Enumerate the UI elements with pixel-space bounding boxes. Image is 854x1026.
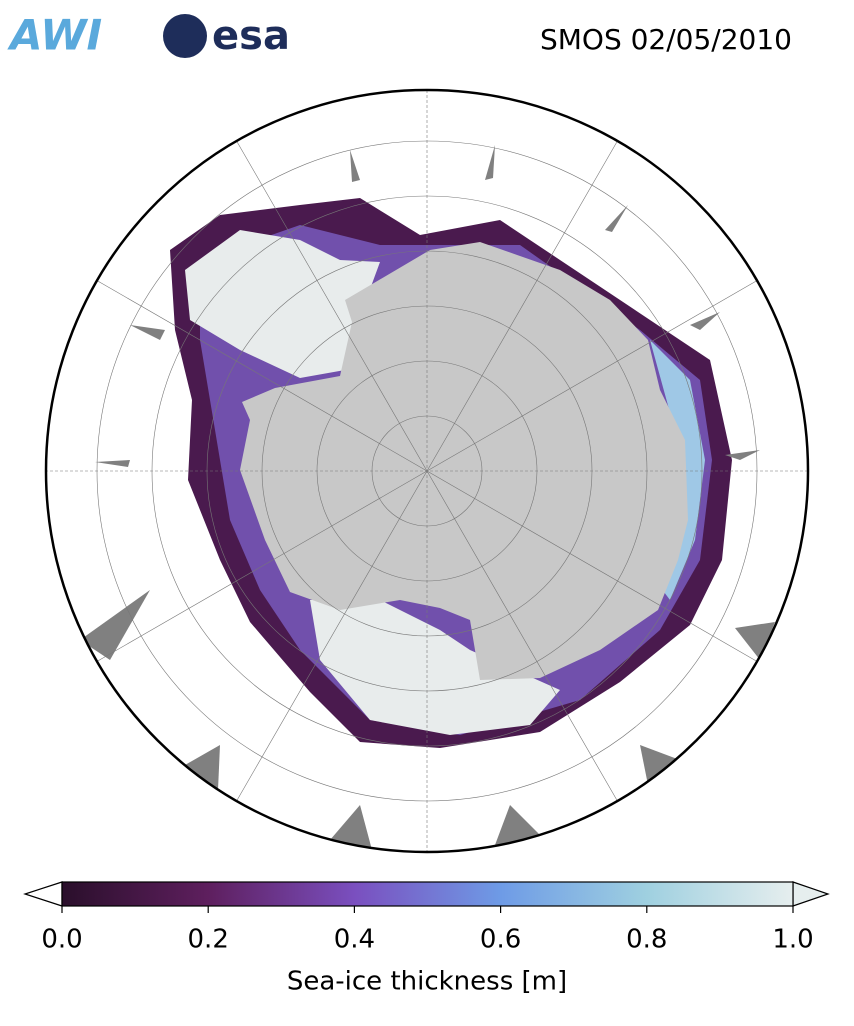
ross-ice	[310, 600, 560, 735]
colorbar-over	[792, 881, 830, 907]
map	[46, 90, 808, 852]
antarctica	[240, 242, 688, 680]
colorbar-tick-label: 0.8	[626, 925, 667, 955]
esa-logo: esa	[212, 13, 290, 59]
colorbar-label: Sea-ice thickness [m]	[287, 967, 567, 997]
colorbar-tick-label: 0.4	[334, 925, 375, 955]
awi-logo: AWI	[7, 11, 102, 60]
map-border	[44, 88, 810, 854]
colorbar	[23, 881, 830, 913]
islands	[80, 145, 775, 850]
graticule	[46, 90, 808, 852]
esa-logo-mark	[163, 14, 207, 58]
colorbar-tick-label: 1.0	[772, 925, 813, 955]
colorbar-tick-label: 0.6	[480, 925, 521, 955]
colorbar-under	[23, 881, 63, 907]
colorbar-tick-label: 0.2	[188, 925, 229, 955]
title: SMOS 02/05/2010	[540, 23, 792, 56]
weddell-ice	[185, 230, 380, 378]
colorbar-tick-label: 0.0	[41, 925, 82, 955]
colorbar-gradient	[61, 881, 794, 907]
